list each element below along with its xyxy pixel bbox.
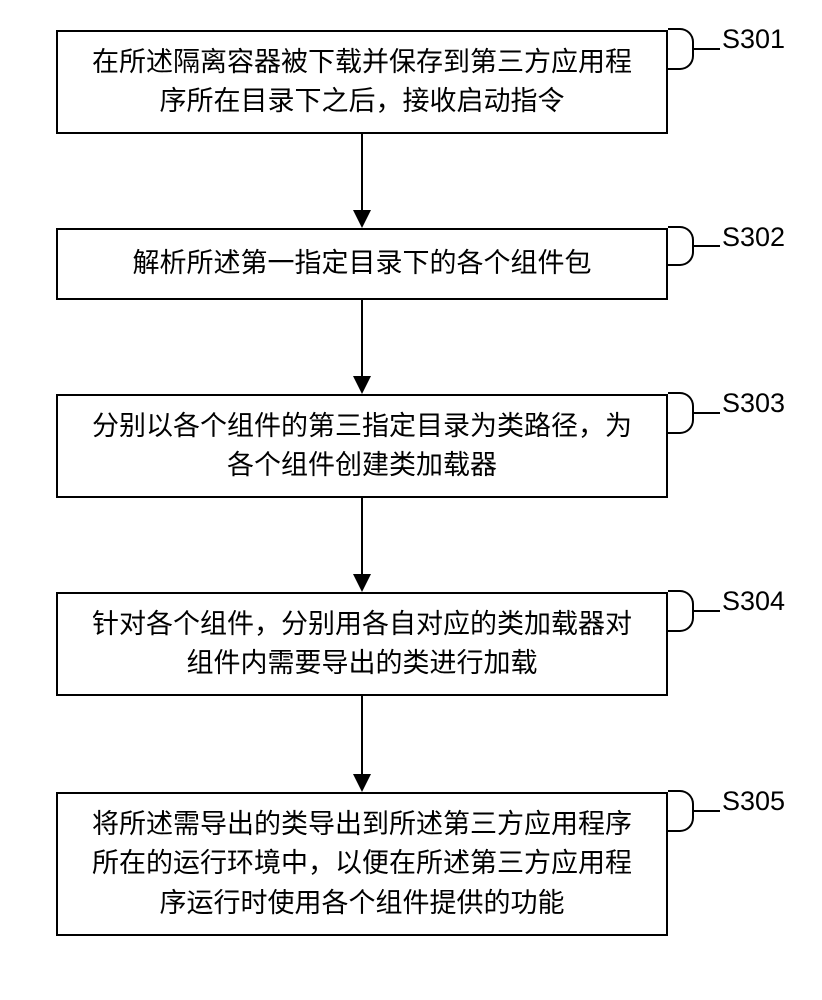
arrow-head-icon [353, 774, 371, 792]
bracket-tail-s301 [694, 48, 720, 50]
arrow-head-icon [353, 210, 371, 228]
step-text: 解析所述第一指定目录下的各个组件包 [133, 244, 592, 283]
step-box-s303: 分别以各个组件的第三指定目录为类路径，为各个组件创建类加载器 [56, 394, 668, 498]
bracket-s302 [668, 226, 694, 266]
step-text: 在所述隔离容器被下载并保存到第三方应用程序所在目录下之后，接收启动指令 [92, 43, 632, 121]
arrow-line [361, 696, 363, 774]
bracket-s304 [668, 590, 694, 632]
step-box-s305: 将所述需导出的类导出到所述第三方应用程序所在的运行环境中，以便在所述第三方应用程… [56, 792, 668, 936]
step-label-s305: S305 [722, 786, 785, 817]
arrow-line [361, 498, 363, 574]
step-text: 将所述需导出的类导出到所述第三方应用程序所在的运行环境中，以便在所述第三方应用程… [92, 805, 632, 922]
step-label-s303: S303 [722, 388, 785, 419]
arrow-head-icon [353, 376, 371, 394]
arrow-line [361, 134, 363, 210]
bracket-tail-s305 [694, 810, 720, 812]
bracket-s303 [668, 392, 694, 434]
arrow-line [361, 300, 363, 376]
step-label-s304: S304 [722, 586, 785, 617]
bracket-tail-s304 [694, 610, 720, 612]
arrow-head-icon [353, 574, 371, 592]
step-text: 分别以各个组件的第三指定目录为类路径，为各个组件创建类加载器 [92, 407, 632, 485]
bracket-tail-s302 [694, 245, 720, 247]
bracket-s301 [668, 28, 694, 70]
flowchart-canvas: 在所述隔离容器被下载并保存到第三方应用程序所在目录下之后，接收启动指令 解析所述… [0, 0, 822, 1000]
step-box-s301: 在所述隔离容器被下载并保存到第三方应用程序所在目录下之后，接收启动指令 [56, 30, 668, 134]
bracket-s305 [668, 790, 694, 832]
step-label-s301: S301 [722, 24, 785, 55]
step-box-s304: 针对各个组件，分别用各自对应的类加载器对组件内需要导出的类进行加载 [56, 592, 668, 696]
step-label-s302: S302 [722, 222, 785, 253]
bracket-tail-s303 [694, 412, 720, 414]
step-box-s302: 解析所述第一指定目录下的各个组件包 [56, 228, 668, 300]
step-text: 针对各个组件，分别用各自对应的类加载器对组件内需要导出的类进行加载 [92, 605, 632, 683]
